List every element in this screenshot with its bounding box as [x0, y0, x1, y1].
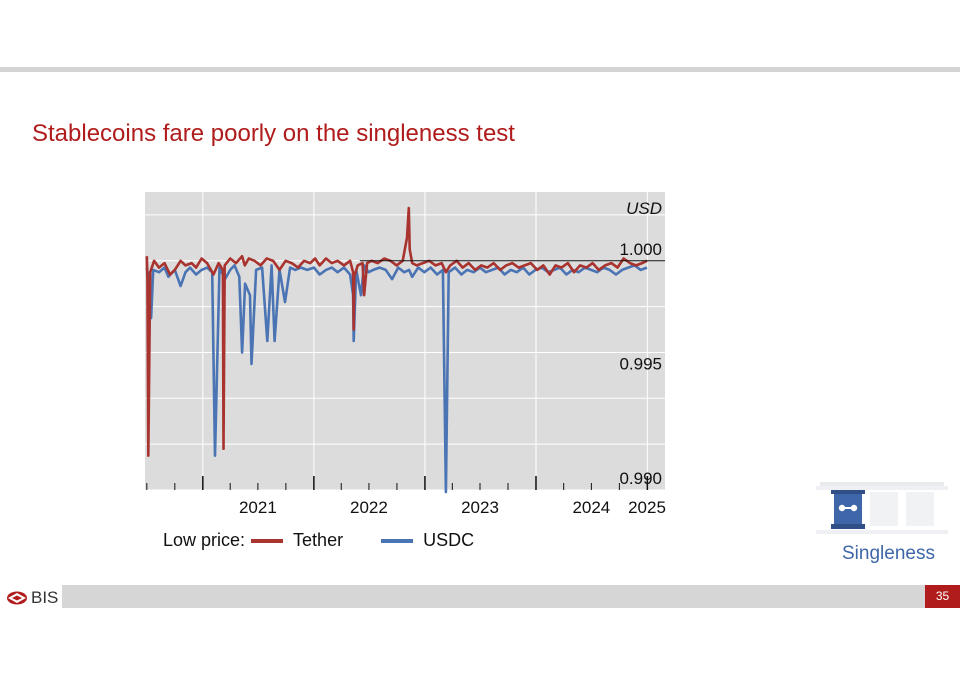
slide-title: Stablecoins fare poorly on the singlenes…: [32, 120, 515, 147]
unit-label: USD: [626, 199, 662, 218]
legend-label-tether: Tether: [293, 530, 344, 550]
price-chart: 0.990 0.995 1.000 USD 2021 2022 2023 2024 2025: [145, 192, 666, 517]
bis-logo-icon: [7, 591, 27, 605]
footer-bar: [62, 585, 960, 608]
plot-area: 0.990 0.995 1.000 USD 2021 2022 2023 2024 2025: [145, 192, 666, 517]
x-tick-label: 2022: [350, 498, 388, 517]
legend-swatch-usdc: [381, 538, 414, 543]
singleness-pillars-icon: [816, 482, 948, 534]
legend-swatch-tether: [251, 538, 284, 543]
header-rule: [0, 67, 960, 72]
legend-prefix: Low price:: [163, 530, 246, 550]
x-tick-label: 2024: [572, 498, 610, 517]
series-line-tether: [145, 206, 648, 457]
x-tick-label: 2021: [239, 498, 277, 517]
bis-logo: BIS: [6, 588, 58, 608]
x-tick-label: 2023: [461, 498, 499, 517]
y-tick-label: 1.000: [619, 240, 662, 259]
section-label: Singleness: [842, 543, 935, 564]
bis-logo-text: BIS: [31, 588, 59, 607]
x-tick-label: 2025: [628, 498, 666, 517]
page-number: 35: [925, 585, 960, 608]
y-tick-label: 0.990: [619, 469, 662, 488]
legend-label-usdc: USDC: [423, 530, 475, 550]
chart-legend: Low price: Tether USDC: [163, 530, 474, 551]
y-tick-label: 0.995: [619, 354, 662, 373]
